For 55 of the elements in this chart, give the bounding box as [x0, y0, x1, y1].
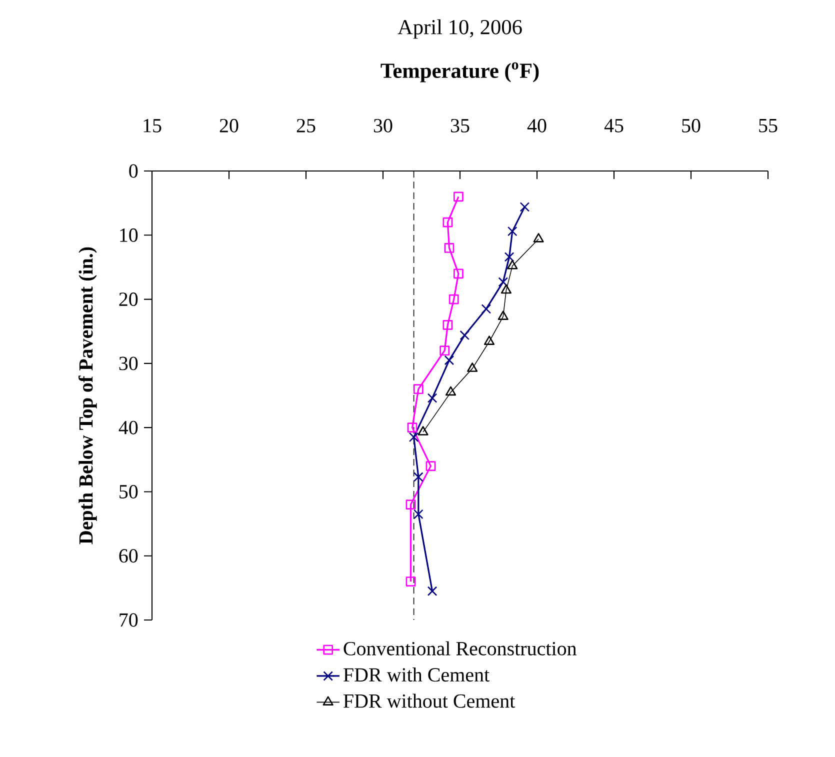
legend-label: Conventional Reconstruction	[344, 641, 577, 656]
x-tick-label: 45	[604, 119, 624, 132]
point	[418, 426, 428, 436]
x-tick-label: 35	[450, 118, 470, 132]
point	[498, 310, 508, 320]
point	[444, 355, 454, 366]
point	[448, 294, 459, 304]
point	[500, 284, 512, 294]
point	[454, 192, 464, 202]
y-tick-label: 20	[119, 292, 138, 306]
point	[407, 422, 418, 433]
point	[426, 461, 436, 471]
y-axis-title: Depth Below Top of Pavement (in.)	[78, 247, 97, 544]
x-tick-label: 30	[374, 118, 392, 132]
point	[467, 362, 478, 372]
y-tick-label: 50	[120, 484, 138, 498]
x-tick-label: 15	[144, 118, 162, 132]
point	[442, 320, 453, 330]
y-tick-label: 70	[120, 613, 138, 627]
point	[533, 232, 544, 242]
point	[445, 386, 456, 396]
y-tick-label: 10	[120, 228, 138, 242]
chart-title: April 10, 2006	[398, 19, 522, 39]
point	[406, 500, 416, 510]
x-axis-title: Temperature ($^{o}$F)	[380, 62, 539, 82]
point	[460, 330, 470, 340]
legend-label: FDR without Cement	[344, 694, 516, 708]
x-tick-label: 50	[682, 118, 700, 132]
point	[414, 509, 424, 520]
point	[427, 393, 438, 403]
point	[498, 277, 508, 287]
point	[504, 252, 514, 262]
point	[507, 260, 518, 270]
x-tick-label: 20	[220, 118, 238, 132]
point	[406, 576, 416, 586]
x-tick-label: 55	[759, 119, 778, 132]
point	[442, 217, 453, 228]
point	[520, 202, 530, 212]
point	[481, 304, 492, 314]
point	[507, 226, 518, 236]
x-tick-label: 25	[296, 118, 316, 132]
point	[454, 268, 464, 279]
x-tick-label: 40	[527, 118, 546, 132]
y-tick-label: 60	[119, 549, 138, 563]
point	[427, 586, 438, 596]
legend-label: FDR with Cement	[344, 668, 490, 682]
point	[484, 336, 495, 345]
point	[408, 432, 419, 442]
point	[444, 243, 454, 253]
point	[414, 472, 424, 482]
point	[413, 384, 424, 394]
point	[440, 346, 450, 356]
y-tick-label: 0	[129, 164, 138, 178]
y-tick-label: 40	[118, 420, 138, 434]
y-tick-label: 30	[119, 356, 138, 370]
